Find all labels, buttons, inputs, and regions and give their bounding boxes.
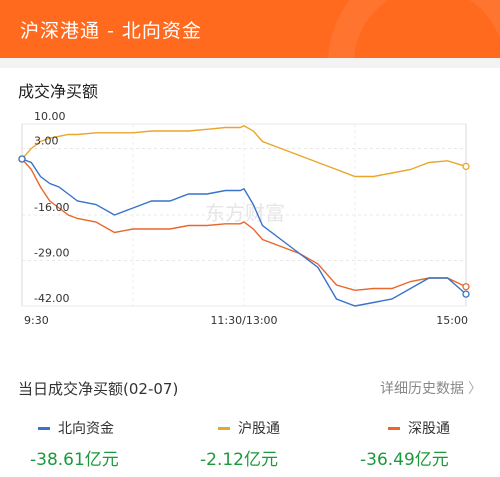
shanghai-swatch <box>218 426 230 430</box>
shenzhen-swatch <box>388 426 400 430</box>
y-tick-label: 3.00 <box>34 135 59 148</box>
shanghai-value: -2.12亿元 <box>200 450 278 470</box>
series-end-point-0 <box>462 162 470 171</box>
x-tick-label: 15:00 <box>436 314 468 327</box>
y-tick-label: -42.00 <box>34 292 69 305</box>
chart-series <box>18 125 470 307</box>
series-line-1 <box>21 158 467 292</box>
series-line-2 <box>21 158 467 307</box>
legend-shanghai: 沪股通 <box>218 418 280 438</box>
section-divider <box>0 58 500 68</box>
section-title: 成交净买额 <box>18 82 99 101</box>
x-tick-label: 11:30/13:00 <box>210 314 277 327</box>
legend-shenzhen: 深股通 <box>388 418 450 438</box>
chart-axis-labels: 10.00 3.00 -16.00 -29.00 -42.00 9:30 11:30/13:… <box>24 110 468 327</box>
y-tick-label: -16.00 <box>34 201 69 214</box>
legend-shenzhen-label: 深股通 <box>408 421 450 437</box>
series-line-0 <box>21 125 467 178</box>
page-title: 沪深港通 - 北向资金 <box>20 19 202 42</box>
series-end-point-1 <box>462 283 470 291</box>
series-start-point-2 <box>18 155 26 163</box>
y-tick-label: -29.00 <box>34 247 69 260</box>
legend-northbound-label: 北向资金 <box>58 421 114 437</box>
shenzhen-value: -36.49亿元 <box>360 450 449 470</box>
northbound-value: -38.61亿元 <box>30 450 119 470</box>
chevron-right-icon: 〉 <box>468 381 482 397</box>
northbound-swatch <box>38 426 50 430</box>
detail-history-label: 详细历史数据 <box>380 381 464 397</box>
chart-watermark: 东方财富 <box>205 201 285 225</box>
chart-grid <box>21 123 467 307</box>
x-tick-label: 9:30 <box>24 314 49 327</box>
detail-history-link[interactable]: 详细历史数据 〉 <box>380 378 482 398</box>
legend-northbound: 北向资金 <box>38 418 114 438</box>
net-buy-chart: 东方财富 10.00 3.00 -16.00 -29.00 -42.00 9:30 11:3… <box>18 110 470 327</box>
y-tick-label: 10.00 <box>34 110 66 123</box>
header-decoration <box>328 0 500 58</box>
summary-title: 当日成交净买额(02-07) <box>18 380 179 398</box>
series-end-point-2 <box>462 290 470 298</box>
legend-shanghai-label: 沪股通 <box>238 421 280 437</box>
page-header: 沪深港通 - 北向资金 <box>0 0 500 58</box>
